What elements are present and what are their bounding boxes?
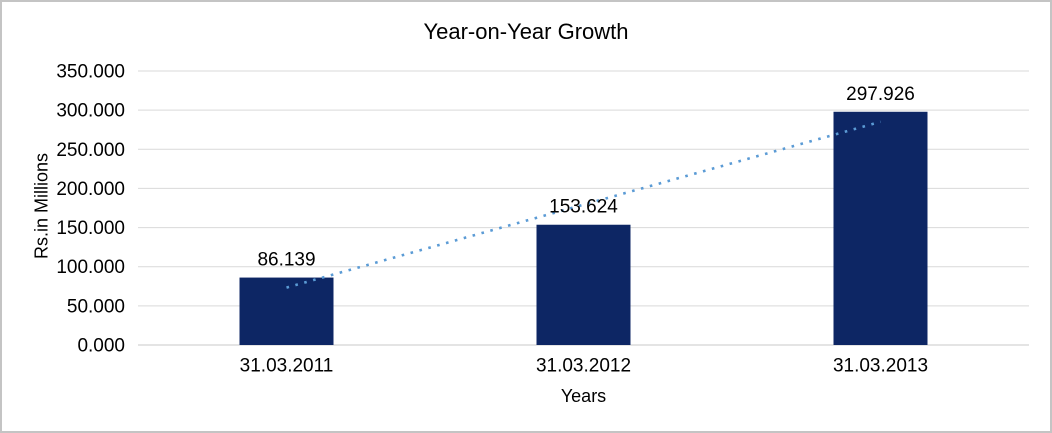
y-tick-label: 300.000 — [56, 101, 125, 122]
bar-value-label: 297.926 — [846, 84, 915, 105]
y-tick-label: 250.000 — [56, 140, 125, 161]
x-tick-label: 31.03.2011 — [240, 356, 334, 377]
bar — [239, 277, 334, 345]
bar-value-label: 153.624 — [549, 197, 618, 218]
y-tick-label: 150.000 — [56, 218, 125, 239]
y-tick-label: 0.000 — [77, 336, 125, 357]
y-tick-label: 200.000 — [56, 179, 125, 200]
x-axis-title: Years — [560, 386, 607, 406]
x-tick-label: 31.03.2012 — [536, 356, 631, 377]
chart-title: Year-on-Year Growth — [423, 19, 629, 44]
bar-value-label: 86.139 — [257, 250, 315, 271]
y-tick-label: 350.000 — [56, 62, 125, 83]
y-tick-label: 50.000 — [67, 296, 125, 317]
trendline — [286, 120, 881, 289]
y-tick-label: 100.000 — [56, 257, 125, 278]
bar — [536, 224, 631, 345]
x-tick-label: 31.03.2013 — [833, 356, 928, 377]
bar — [833, 111, 928, 345]
